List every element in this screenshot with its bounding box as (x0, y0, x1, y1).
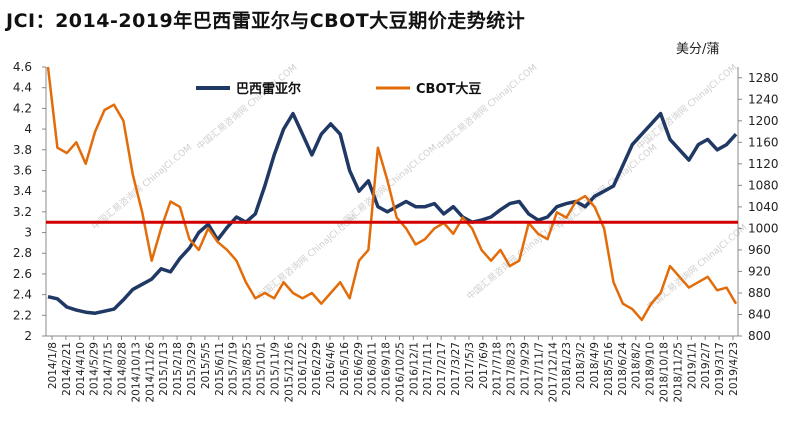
x-tick-label: 2015/5/5 (200, 342, 212, 389)
x-tick-label: 2016/10/25 (394, 342, 406, 403)
x-tick-label: 2015/1/13 (158, 342, 170, 396)
x-tick-label: 2014/1/8 (47, 342, 59, 389)
x-tick-label: 2015/3/29 (186, 342, 198, 396)
left-tick-label: 2.6 (13, 267, 32, 281)
x-tick-label: 2016/12/1 (408, 342, 420, 396)
x-tick-label: 2017/6/9 (478, 342, 490, 389)
series-line-brl (47, 111, 738, 315)
x-tick-label: 2014/5/29 (89, 342, 101, 396)
x-tick-label: 2019/4/23 (728, 342, 740, 396)
x-tick-label: 2018/1/23 (561, 342, 573, 396)
right-tick-label: 1120 (748, 157, 779, 171)
x-tick-label: 2016/2/29 (311, 342, 323, 396)
x-tick-label: 2014/2/21 (61, 342, 73, 396)
left-tick-label: 4 (24, 122, 32, 136)
x-tick-label: 2019/3/17 (714, 342, 726, 396)
x-tick-label: 2017/11/7 (533, 342, 545, 396)
watermark-text: 中国汇易咨询网 ChinaJCI.COM (89, 141, 194, 232)
left-tick-label: 3 (24, 226, 32, 240)
x-tick-label: 2018/10/18 (659, 342, 671, 403)
left-tick-label: 2.4 (13, 288, 32, 302)
left-tick-label: 3.2 (13, 205, 32, 219)
x-tick-label: 2017/1/11 (422, 342, 434, 396)
x-tick-label: 2017/7/18 (492, 342, 504, 396)
x-tick-label: 2015/8/25 (242, 342, 254, 396)
x-tick-label: 2015/11/9 (269, 342, 281, 396)
right-tick-label: 1160 (748, 135, 779, 149)
right-tick-label: 1200 (748, 114, 779, 128)
plot-area (46, 66, 738, 322)
left-tick-label: 3.6 (13, 163, 32, 177)
x-tick-label: 2017/8/23 (506, 342, 518, 396)
right-tick-label: 800 (748, 329, 771, 343)
left-tick-label: 3.4 (13, 184, 32, 198)
x-tick-label: 2018/5/16 (603, 342, 615, 396)
left-tick-label: 4.2 (13, 101, 32, 115)
right-tick-label: 1280 (748, 71, 779, 85)
x-tick-label: 2019/1/1 (686, 342, 698, 389)
x-tick-label: 2018/4/9 (589, 342, 601, 389)
right-tick-label: 920 (748, 264, 771, 278)
x-tick-label: 2016/9/18 (381, 342, 393, 396)
watermark-text: 中国汇易咨询网 ChinaJCI.COM (194, 61, 299, 152)
x-tick-label: 2014/4/10 (75, 342, 87, 396)
legend-label: 巴西雷亚尔 (236, 81, 301, 97)
x-tick-label: 2015/2/18 (172, 342, 184, 396)
legend: 巴西雷亚尔 CBOT大豆 (196, 81, 481, 97)
x-tick-label: 2015/6/11 (214, 342, 226, 396)
chart-title: JCI：2014-2019年巴西雷亚尔与CBOT大豆期价走势统计 (6, 10, 526, 32)
legend-label: CBOT大豆 (416, 81, 481, 97)
x-tick-label: 2016/4/6 (325, 342, 337, 389)
right-axis: 800 840 880 920 960 1000 1040 1080 1120 1160 1200 1… (737, 67, 779, 343)
x-tick-label: 2017/5/3 (464, 342, 476, 389)
x-tick-label: 2014/7/15 (103, 342, 115, 396)
right-tick-label: 840 (748, 307, 771, 321)
right-tick-label: 1240 (748, 92, 779, 106)
watermark-text: 中国汇易咨询网 ChinaJCI.COM (634, 61, 739, 152)
series-line-cbot (46, 66, 738, 322)
right-tick-label: 880 (748, 286, 771, 300)
left-axis: 2 2.2 2.4 2.6 2.8 3 3.2 3.4 3.6 3.8 4 4.2 4.4 4.6 (13, 60, 47, 343)
left-tick-label: 4.4 (13, 81, 32, 95)
right-axis-unit: 美分/蒲 (676, 42, 720, 57)
x-tick-label: 2018/6/24 (617, 342, 629, 396)
x-tick-label: 2014/10/13 (130, 342, 142, 403)
x-tick-label: 2016/5/16 (339, 342, 351, 396)
x-tick-label: 2016/1/22 (297, 342, 309, 396)
watermark-text: 中国汇易咨询网 ChinaJCI.COM (554, 141, 659, 232)
x-tick-label: 2016/8/11 (367, 342, 379, 396)
x-tick-label: 2019/2/7 (700, 342, 712, 389)
right-tick-label: 1040 (748, 200, 779, 214)
x-tick-label: 2014/8/28 (116, 342, 128, 396)
x-tick-label: 2014/11/26 (144, 342, 156, 403)
x-tick-label: 2018/8/2 (631, 342, 643, 389)
left-tick-label: 4.6 (13, 60, 32, 74)
x-tick-label: 2016/6/29 (353, 342, 365, 396)
x-tick-label: 2017/9/29 (520, 342, 532, 396)
x-tick-label: 2017/2/17 (436, 342, 448, 396)
right-tick-label: 1080 (748, 178, 779, 192)
left-tick-label: 3.8 (13, 143, 32, 157)
watermark-text: 中国汇易咨询网 ChinaJCI.COM (434, 61, 539, 152)
x-tick-label: 2018/9/10 (645, 342, 657, 396)
x-tick-label: 2018/11/25 (672, 342, 684, 403)
left-tick-label: 2 (24, 329, 32, 343)
watermark-text: 中国汇易咨询网 ChinaJCI.COM (334, 141, 439, 232)
x-tick-label: 2017/12/14 (547, 342, 559, 403)
left-tick-label: 2.2 (13, 308, 32, 322)
right-tick-label: 960 (748, 243, 771, 257)
x-tick-label: 2017/3/27 (450, 342, 462, 396)
x-tick-label: 2015/7/19 (228, 342, 240, 396)
right-tick-label: 1000 (748, 221, 779, 235)
left-tick-label: 2.8 (13, 246, 32, 260)
x-axis: 2014/1/8 2014/2/21 2014/4/10 2014/5/29 2014/… (46, 335, 740, 403)
x-tick-label: 2018/3/2 (575, 342, 587, 389)
x-tick-label: 2015/12/16 (283, 342, 295, 403)
x-tick-label: 2015/10/1 (255, 342, 267, 396)
